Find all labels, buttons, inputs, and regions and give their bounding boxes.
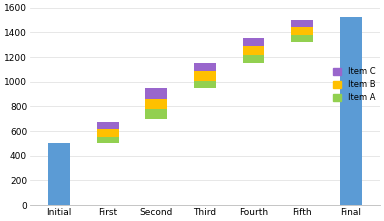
Bar bbox=[291, 35, 313, 42]
Bar bbox=[194, 71, 216, 81]
Bar bbox=[146, 99, 167, 109]
Bar bbox=[243, 46, 265, 55]
Bar bbox=[194, 81, 216, 88]
Bar bbox=[97, 129, 119, 137]
Bar bbox=[146, 88, 167, 99]
Bar bbox=[97, 143, 119, 205]
Bar bbox=[291, 27, 313, 35]
Bar bbox=[243, 63, 265, 205]
Bar bbox=[194, 63, 216, 71]
Bar bbox=[146, 119, 167, 205]
Bar bbox=[97, 137, 119, 143]
Bar bbox=[243, 38, 265, 46]
Bar bbox=[291, 20, 313, 27]
Bar bbox=[146, 109, 167, 119]
Bar bbox=[243, 55, 265, 63]
Bar bbox=[194, 88, 216, 205]
Bar bbox=[340, 17, 362, 205]
Bar bbox=[97, 122, 119, 129]
Legend: Item C, Item B, Item A: Item C, Item B, Item A bbox=[333, 67, 376, 103]
Bar bbox=[48, 143, 70, 205]
Bar bbox=[291, 42, 313, 205]
